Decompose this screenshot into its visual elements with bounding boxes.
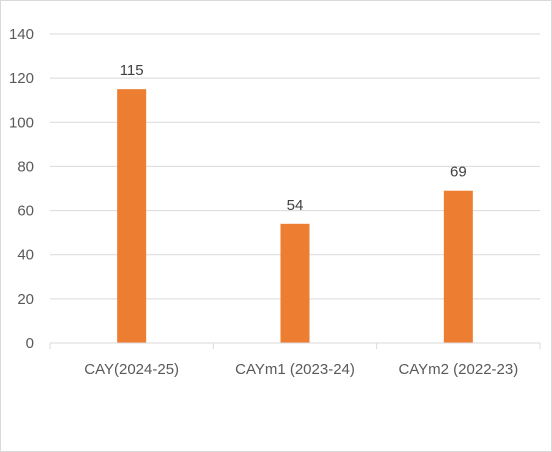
y-tick-label: 140 <box>9 26 34 43</box>
data-label: 54 <box>287 197 304 214</box>
y-tick-label: 0 <box>26 335 34 352</box>
bar <box>443 190 473 343</box>
bar <box>280 223 310 343</box>
x-axis <box>49 342 541 349</box>
x-tick-label: CAYm1 (2023-24) <box>235 361 355 378</box>
y-tick-label: 60 <box>17 203 34 220</box>
bar <box>117 89 147 343</box>
x-tick-label: CAYm2 (2022-23) <box>398 361 518 378</box>
data-labels: 115 54 69 <box>120 62 467 214</box>
bars <box>117 89 473 343</box>
x-axis-ticks: CAY(2024-25) CAYm1 (2023-24) CAYm2 (2022-2… <box>84 361 518 378</box>
data-label: 69 <box>450 164 467 181</box>
y-tick-label: 100 <box>9 114 34 131</box>
y-tick-label: 120 <box>9 70 34 87</box>
data-label: 115 <box>120 62 144 79</box>
y-tick-label: 40 <box>17 247 34 264</box>
y-axis-ticks: 0 20 40 60 80 100 120 140 <box>9 26 34 352</box>
x-tick-label: CAY(2024-25) <box>84 361 179 378</box>
y-tick-label: 20 <box>17 291 34 308</box>
y-tick-label: 80 <box>17 158 34 175</box>
